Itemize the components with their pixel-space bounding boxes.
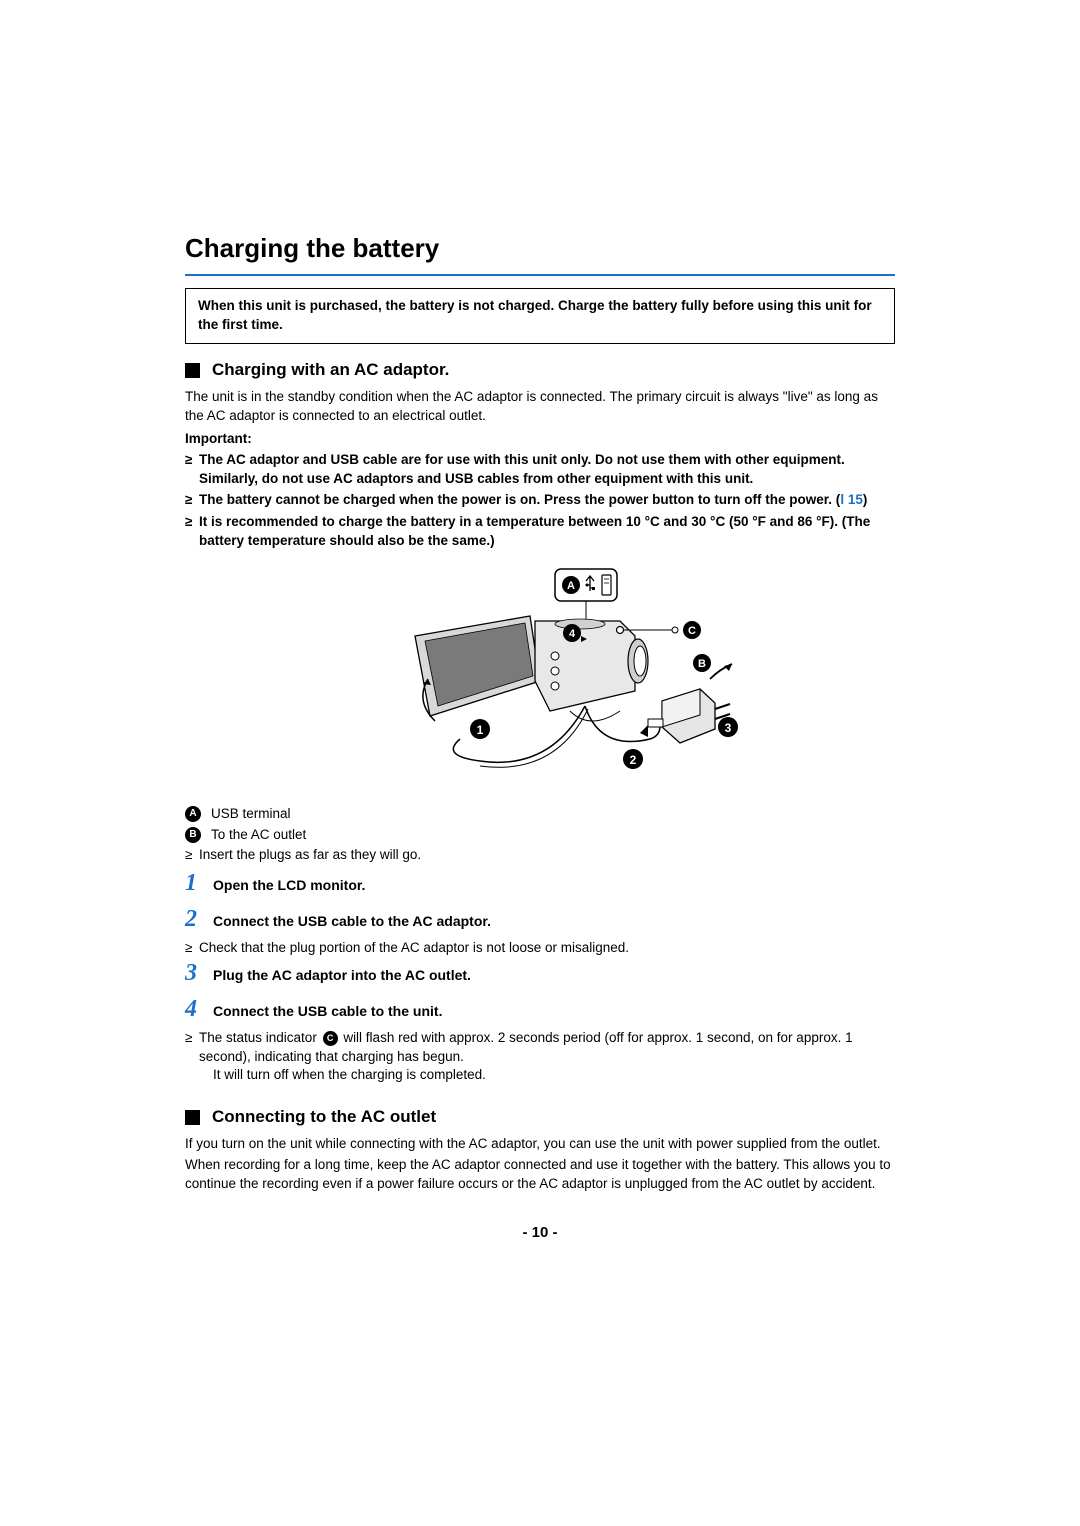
section2-heading: Connecting to the AC outlet — [185, 1105, 895, 1129]
legend-note-list: Insert the plugs as far as they will go. — [185, 846, 895, 865]
svg-text:A: A — [567, 580, 575, 592]
step-2-text: Connect the USB cable to the AC adaptor. — [213, 912, 491, 932]
legend-a-text: USB terminal — [211, 805, 291, 824]
section1-heading: Charging with an AC adaptor. — [185, 358, 895, 382]
section1-intro: The unit is in the standby condition whe… — [185, 388, 895, 426]
section1-heading-text: Charging with an AC adaptor. — [212, 358, 449, 382]
step-4-note-a: The status indicator — [199, 1030, 321, 1045]
bullet2-text-b: ) — [863, 492, 868, 507]
step-3-num: 3 — [185, 957, 203, 991]
step-3: 3 Plug the AC adaptor into the AC outlet… — [185, 957, 895, 991]
legend-b: B To the AC outlet — [185, 826, 895, 845]
ac-adaptor — [640, 664, 732, 743]
svg-text:3: 3 — [725, 721, 732, 735]
step-4: 4 Connect the USB cable to the unit. — [185, 993, 895, 1027]
step-3-text: Plug the AC adaptor into the AC outlet. — [213, 966, 471, 986]
legend-b-text: To the AC outlet — [211, 826, 306, 845]
important-bullets: The AC adaptor and USB cable are for use… — [185, 451, 895, 551]
step-2-num: 2 — [185, 903, 203, 937]
page-title: Charging the battery — [185, 230, 895, 266]
diagram-container: A — [185, 561, 895, 797]
step-1: 1 Open the LCD monitor. — [185, 867, 895, 901]
marker-b-icon: B — [185, 827, 201, 843]
page-ref-link[interactable]: 15 — [844, 492, 863, 507]
step-2-notes: Check that the plug portion of the AC ad… — [185, 939, 895, 958]
step-4-note-c: It will turn off when the charging is co… — [199, 1066, 895, 1085]
important-bullet-3: It is recommended to charge the battery … — [185, 513, 895, 551]
marker-a-icon: A — [185, 806, 201, 822]
section2-p2: When recording for a long time, keep the… — [185, 1156, 895, 1194]
section2-p1: If you turn on the unit while connecting… — [185, 1135, 895, 1154]
step-4-notes: The status indicator C will flash red wi… — [185, 1029, 895, 1086]
legend-note: Insert the plugs as far as they will go. — [185, 846, 895, 865]
section2-heading-text: Connecting to the AC outlet — [212, 1105, 436, 1129]
svg-text:1: 1 — [477, 723, 484, 737]
important-bullet-2: The battery cannot be charged when the p… — [185, 491, 895, 510]
bullet-square-icon — [185, 1110, 200, 1125]
bullet2-text-a: The battery cannot be charged when the p… — [199, 492, 840, 507]
important-label: Important: — [185, 430, 895, 449]
camcorder-body — [415, 616, 648, 721]
step-4-note: The status indicator C will flash red wi… — [185, 1029, 895, 1086]
svg-text:4: 4 — [569, 628, 576, 640]
title-underline — [185, 274, 895, 276]
marker-c-inline-icon: C — [323, 1031, 338, 1046]
svg-text:2: 2 — [630, 753, 637, 767]
svg-text:C: C — [688, 625, 696, 637]
step-4-num: 4 — [185, 993, 203, 1027]
svg-text:B: B — [698, 658, 706, 670]
page-number: - 10 - — [185, 1222, 895, 1243]
step-1-num: 1 — [185, 867, 203, 901]
step-1-text: Open the LCD monitor. — [213, 876, 365, 896]
diagram-legend: A USB terminal B To the AC outlet — [185, 805, 895, 845]
legend-a: A USB terminal — [185, 805, 895, 824]
camcorder-diagram: A — [340, 561, 740, 791]
step-4-text: Connect the USB cable to the unit. — [213, 1002, 442, 1022]
notice-box: When this unit is purchased, the battery… — [185, 288, 895, 344]
step-2: 2 Connect the USB cable to the AC adapto… — [185, 903, 895, 937]
important-bullet-1: The AC adaptor and USB cable are for use… — [185, 451, 895, 489]
step-2-note: Check that the plug portion of the AC ad… — [185, 939, 895, 958]
bullet-square-icon — [185, 363, 200, 378]
